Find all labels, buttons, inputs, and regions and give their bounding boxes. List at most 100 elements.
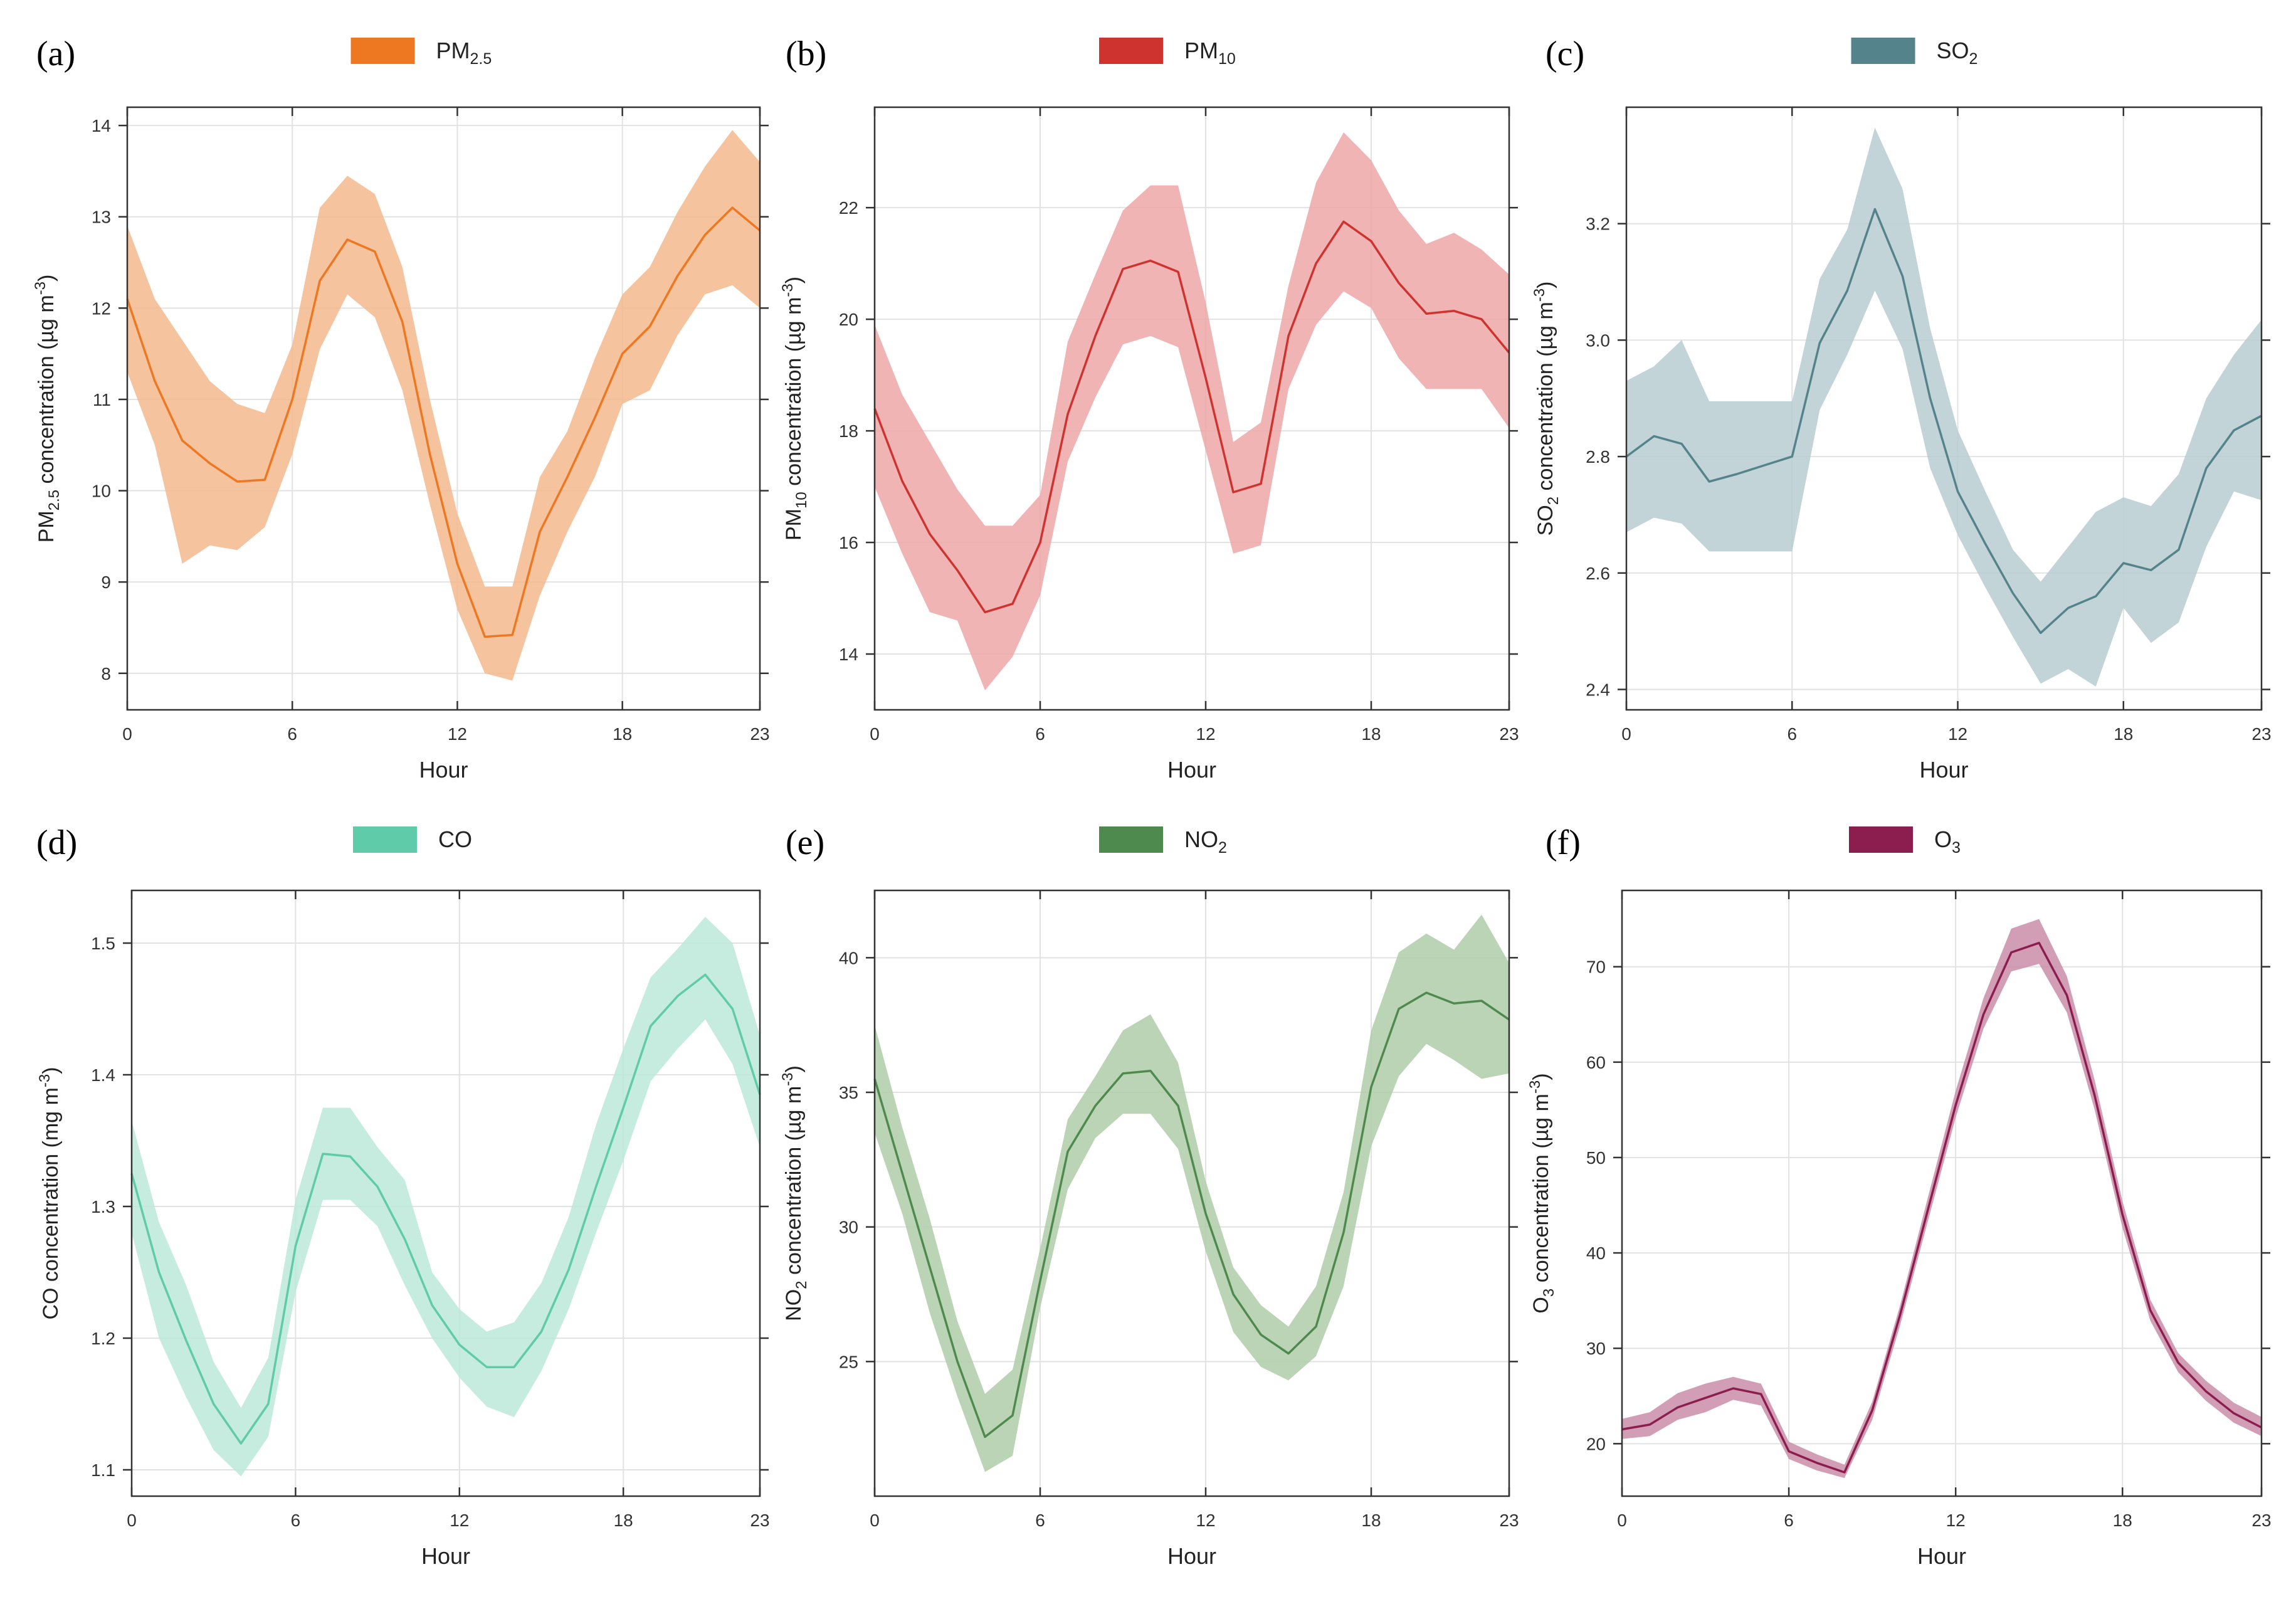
y-tick-label: 40 [1586, 1243, 1606, 1263]
y-axis-label-subscript: 2.5 [46, 490, 63, 510]
x-tick-label: 0 [1621, 724, 1631, 744]
chart-panel-4: (d) CO 0 6 12 18 23 1.1 1.2 1.3 1.4 1.5 Hour CO conce… [36, 823, 770, 1569]
y-axis-label-base: SO [1534, 505, 1557, 536]
y-axis-label: O3 concentration (µg m-3) [1527, 1073, 1557, 1313]
mean-line [1625, 208, 2262, 635]
y-tick-label: 50 [1586, 1148, 1606, 1168]
y-tick-label: 3.2 [1586, 214, 1610, 234]
confidence-band [132, 917, 760, 1477]
y-axis-label-superscript: -3 [779, 283, 796, 297]
y-tick-label: 30 [839, 1218, 858, 1237]
legend-label-base: O [1934, 826, 1952, 852]
x-axis-label: Hour [1167, 1543, 1216, 1569]
mean-line [126, 206, 761, 638]
y-axis-label-superscript: -3 [1531, 288, 1548, 302]
legend-label: NO2 [1184, 826, 1227, 857]
y-tick-label: 70 [1586, 958, 1606, 977]
y-tick-label: 8 [101, 664, 111, 683]
y-axis-label-superscript: -3 [32, 282, 49, 295]
y-tick-label: 30 [1586, 1339, 1606, 1358]
x-tick-label: 6 [1787, 724, 1797, 744]
legend-label-subscript: 3 [1952, 839, 1961, 857]
legend-label: PM10 [1184, 38, 1236, 68]
y-tick-label: 13 [92, 208, 111, 227]
y-axis-label-subscript: 10 [793, 492, 810, 509]
y-tick-label: 1.2 [91, 1329, 115, 1348]
x-tick-label: 23 [2251, 724, 2271, 744]
panel-letter: (d) [36, 823, 77, 862]
y-tick-label: 1.1 [91, 1460, 115, 1480]
x-tick-label: 23 [1499, 1511, 1519, 1530]
mean-line [873, 220, 1510, 614]
mean-line [873, 991, 1510, 1438]
y-axis-label-subscript: 2 [793, 1280, 810, 1289]
mean-line [130, 973, 761, 1445]
x-tick-label: 18 [1361, 724, 1381, 744]
x-tick-label: 12 [1196, 724, 1215, 744]
y-tick-label: 1.3 [91, 1197, 115, 1216]
y-tick-label: 2.6 [1586, 564, 1610, 583]
y-tick-label: 1.5 [91, 934, 115, 953]
x-tick-label: 12 [1196, 1511, 1215, 1530]
x-axis-label: Hour [421, 1543, 470, 1569]
y-axis-label: PM10 concentration (µg m-3) [779, 277, 810, 541]
plot-frame [1621, 889, 2263, 1497]
x-tick-label: 23 [750, 1511, 769, 1530]
y-axis-label-text: concentration (µg m [1529, 1094, 1553, 1289]
y-tick-label: 1.4 [91, 1065, 115, 1085]
x-tick-label: 18 [2114, 724, 2133, 744]
confidence-band [875, 914, 1509, 1472]
y-tick-label: 9 [101, 573, 111, 592]
x-axis-label: Hour [419, 757, 468, 783]
x-tick-label: 23 [1499, 724, 1519, 744]
y-axis-label-text: concentration (µg m [1534, 302, 1557, 497]
confidence-band [875, 132, 1509, 690]
legend-label: SO2 [1937, 38, 1978, 68]
y-axis-label-superscript: -3 [779, 1073, 796, 1086]
x-tick-label: 6 [1784, 1511, 1794, 1530]
y-axis-label-tail: ) [1534, 282, 1557, 288]
x-tick-label: 0 [1617, 1511, 1627, 1530]
y-axis-label-base: CO [39, 1288, 63, 1320]
legend-swatch [350, 38, 415, 64]
panel-letter: (c) [1546, 34, 1584, 73]
legend-label: CO [438, 826, 472, 852]
y-tick-label: 14 [839, 645, 858, 664]
y-tick-label: 22 [839, 198, 858, 218]
y-tick-label: 20 [839, 310, 858, 329]
y-axis-label: SO2 concentration (µg m-3) [1531, 282, 1562, 536]
x-tick-label: 0 [870, 1511, 880, 1530]
x-tick-label: 6 [1035, 724, 1045, 744]
legend-label-subscript: 2 [1218, 839, 1227, 857]
legend-swatch [1849, 826, 1913, 853]
y-axis-label-text: concentration (µg m [782, 1086, 806, 1281]
plot-frame [126, 106, 761, 711]
y-axis-label-text: concentration (µg m [782, 297, 806, 492]
x-tick-label: 12 [448, 724, 467, 744]
y-tick-label: 60 [1586, 1053, 1606, 1072]
y-tick-label: 35 [839, 1083, 858, 1102]
x-axis-label: Hour [1919, 757, 1968, 783]
panel-letter: (e) [786, 823, 824, 862]
x-tick-label: 18 [614, 1511, 633, 1530]
y-tick-label: 20 [1586, 1434, 1606, 1454]
y-tick-label: 3.0 [1586, 330, 1610, 350]
y-tick-label: 11 [93, 390, 111, 409]
y-axis-label-tail: ) [782, 277, 806, 283]
x-tick-label: 12 [450, 1511, 469, 1530]
plot-frame [873, 889, 1510, 1497]
y-axis-label-superscript: -3 [1527, 1080, 1544, 1094]
y-axis-label-subscript: 2 [1545, 497, 1562, 505]
y-axis-label-subscript: 3 [1540, 1289, 1557, 1297]
y-tick-label: 2.8 [1586, 447, 1610, 467]
x-tick-label: 0 [122, 724, 132, 744]
x-axis-label: Hour [1167, 757, 1216, 783]
x-tick-label: 6 [1035, 1511, 1045, 1530]
y-tick-label: 2.4 [1586, 680, 1610, 700]
y-axis-label: NO2 concentration (µg m-3) [779, 1065, 810, 1321]
legend-label: PM2.5 [436, 38, 492, 68]
legend-swatch [1099, 38, 1163, 64]
